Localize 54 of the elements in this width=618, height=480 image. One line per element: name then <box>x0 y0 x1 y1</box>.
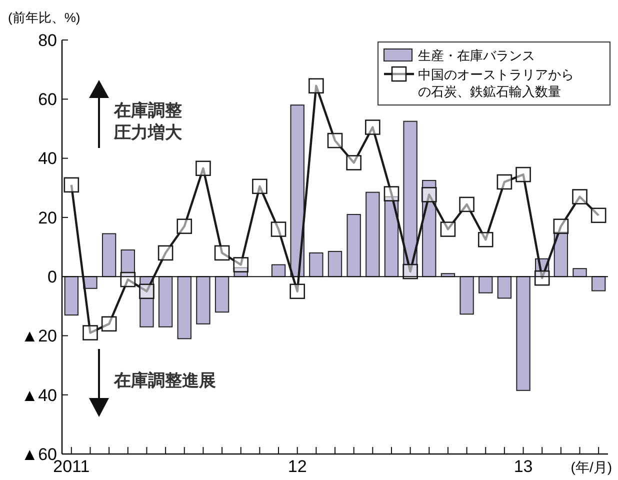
bar <box>120 249 135 278</box>
bar <box>478 276 493 294</box>
point <box>421 187 437 202</box>
bar <box>290 104 304 278</box>
bar <box>158 276 173 328</box>
bar <box>309 252 324 278</box>
annotation: 在庫調整圧力増大 <box>113 101 183 142</box>
point <box>478 232 494 248</box>
point <box>402 264 418 280</box>
bar <box>366 192 380 278</box>
point <box>233 257 249 272</box>
bar <box>516 276 530 391</box>
y-tick-label: 60 <box>38 90 57 110</box>
y-axis-title: (前年比、%) <box>8 10 80 25</box>
point <box>327 132 343 148</box>
y-tick-label: ▲40 <box>21 386 57 405</box>
x-tick-label: 12 <box>288 457 307 476</box>
legend-label: 中国のオーストラリアからの石炭、鉄鉱石輸入数量 <box>418 67 574 99</box>
bar <box>554 232 568 278</box>
bar <box>102 233 116 278</box>
bar <box>196 276 210 324</box>
point <box>101 316 117 332</box>
y-tick-label: 0 <box>48 268 57 287</box>
bar <box>403 120 418 278</box>
y-tick-label: 20 <box>38 208 57 228</box>
bar <box>497 276 512 299</box>
bar <box>572 268 587 278</box>
y-tick-label: 80 <box>38 30 57 50</box>
bar <box>328 250 342 278</box>
bar <box>271 264 286 278</box>
bar <box>177 276 192 340</box>
point <box>158 245 174 261</box>
point <box>214 245 230 261</box>
bar <box>422 180 436 278</box>
legend-label: 生産・在庫バランス <box>418 48 535 63</box>
bar <box>384 196 399 278</box>
point <box>139 284 154 300</box>
annotation: 在庫調整進展 <box>113 371 216 390</box>
point <box>553 218 569 234</box>
point <box>384 186 400 202</box>
bar <box>460 276 474 315</box>
point <box>120 272 136 288</box>
bar <box>140 276 154 328</box>
x-tick-label: 13 <box>514 457 533 476</box>
bar <box>64 276 79 316</box>
bar <box>591 276 606 292</box>
x-axis-title: (年/月) <box>570 459 612 475</box>
bar <box>346 214 361 278</box>
point <box>496 174 512 190</box>
bar <box>214 276 230 313</box>
y-tick-label: ▲20 <box>21 326 57 346</box>
point <box>534 270 550 286</box>
y-tick-label: 40 <box>38 149 57 168</box>
bar <box>234 267 248 278</box>
